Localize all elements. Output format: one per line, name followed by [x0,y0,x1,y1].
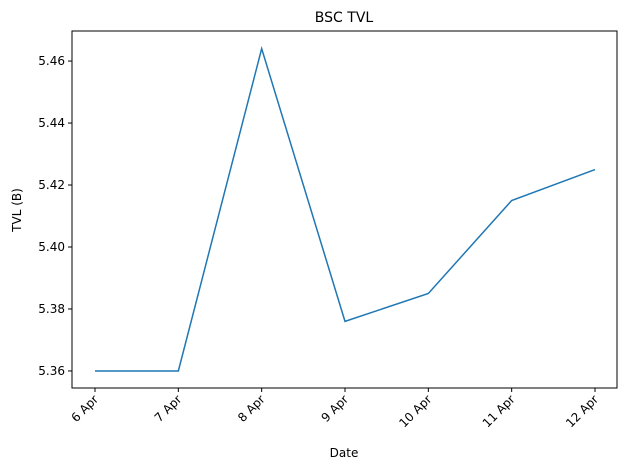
y-tick-label: 5.36 [38,364,65,378]
line-series [95,45,596,372]
y-tick-label: 5.38 [38,302,65,316]
y-tick-label: 5.44 [38,116,65,130]
y-tick-label: 5.40 [38,240,65,254]
y-tick-label: 5.42 [38,178,65,192]
y-tick-label: 5.46 [38,54,65,68]
x-tick-label: 7 Apr [152,392,185,425]
plot-frame [71,30,618,389]
chart-title: BSC TVL [315,10,374,26]
y-axis-label: TVL (B) [10,188,24,233]
x-tick-label: 11 Apr [480,392,518,430]
x-tick-label: 10 Apr [396,392,434,430]
x-tick-label: 6 Apr [68,392,101,425]
x-tick-label: 8 Apr [235,392,268,425]
x-tick-label: 12 Apr [563,392,601,430]
x-tick-label: 9 Apr [318,392,351,425]
x-axis-label: Date [330,446,359,460]
